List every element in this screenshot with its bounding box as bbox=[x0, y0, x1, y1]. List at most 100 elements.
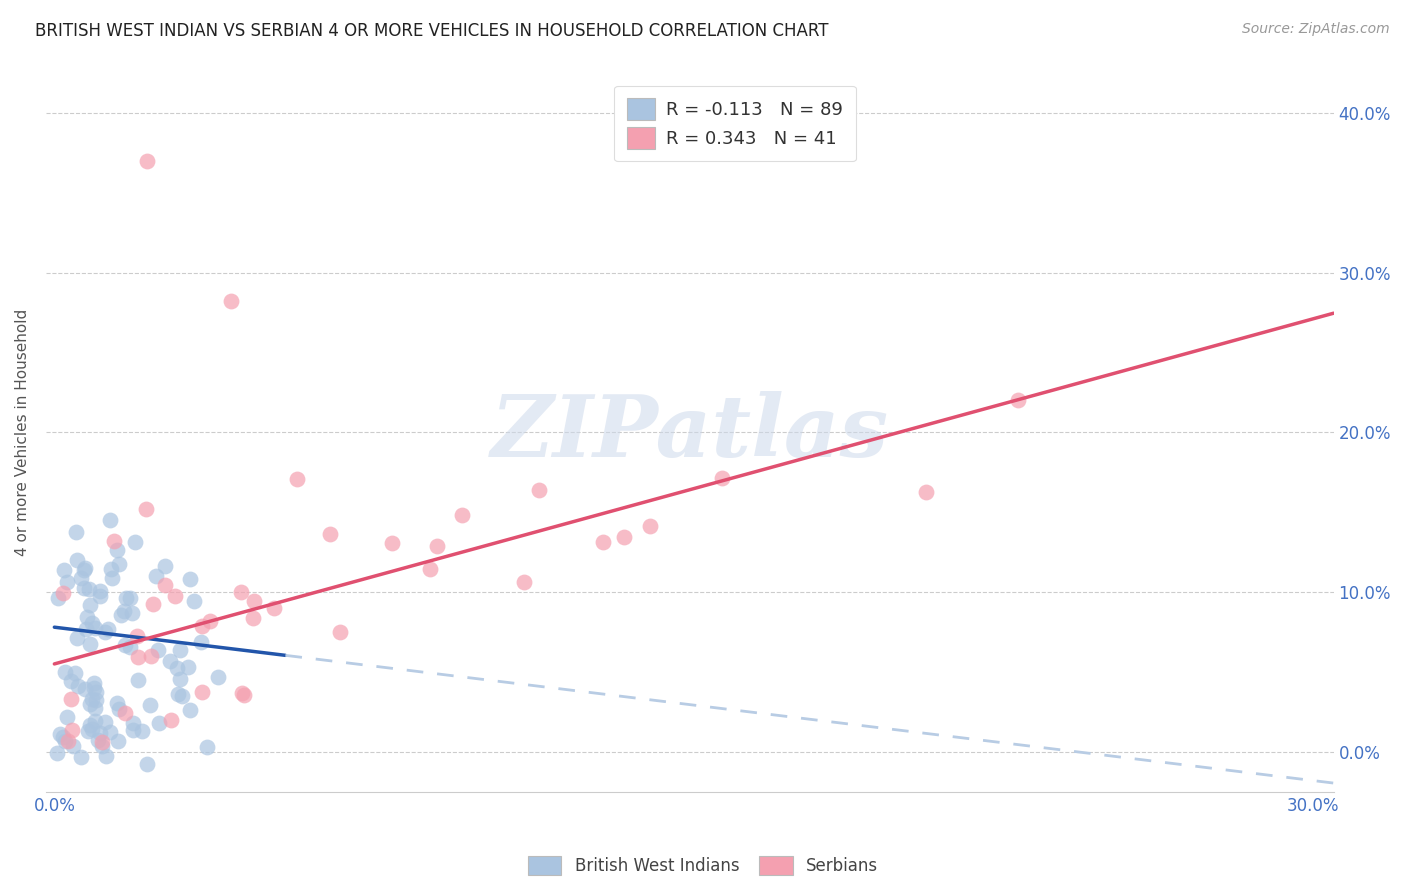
Point bbox=[613, 530, 636, 544]
Point bbox=[80, 722, 103, 736]
Point bbox=[263, 601, 285, 615]
Point bbox=[381, 536, 404, 550]
Point bbox=[52, 586, 75, 600]
Point bbox=[1007, 393, 1029, 408]
Legend: R = -0.113   N = 89, R = 0.343   N = 41: R = -0.113 N = 89, R = 0.343 N = 41 bbox=[614, 86, 856, 161]
Point bbox=[91, 735, 114, 749]
Point bbox=[285, 472, 308, 486]
Point bbox=[527, 483, 550, 498]
Point bbox=[592, 535, 614, 549]
Point bbox=[242, 611, 264, 625]
Point bbox=[107, 697, 129, 711]
Point bbox=[62, 723, 84, 737]
Point bbox=[94, 715, 117, 730]
Point bbox=[148, 716, 170, 731]
Point bbox=[127, 649, 149, 664]
Point bbox=[84, 714, 107, 728]
Point bbox=[179, 703, 201, 717]
Point bbox=[101, 571, 124, 585]
Point bbox=[127, 673, 149, 687]
Legend: British West Indians, Serbians: British West Indians, Serbians bbox=[522, 849, 884, 882]
Point bbox=[120, 591, 142, 605]
Point bbox=[66, 553, 89, 567]
Point bbox=[135, 502, 157, 516]
Point bbox=[100, 562, 122, 576]
Text: ZIPatlas: ZIPatlas bbox=[491, 391, 889, 474]
Point bbox=[233, 688, 256, 702]
Point bbox=[243, 594, 266, 608]
Point bbox=[93, 624, 115, 639]
Point bbox=[512, 575, 534, 590]
Point bbox=[114, 706, 136, 720]
Point bbox=[191, 619, 214, 633]
Point bbox=[112, 604, 135, 618]
Point bbox=[142, 597, 165, 611]
Point bbox=[160, 714, 183, 728]
Point bbox=[179, 573, 201, 587]
Point bbox=[914, 485, 936, 500]
Point bbox=[49, 727, 72, 741]
Point bbox=[121, 715, 143, 730]
Point bbox=[711, 471, 734, 485]
Point bbox=[79, 637, 101, 651]
Point bbox=[83, 621, 105, 635]
Point bbox=[46, 591, 69, 605]
Point bbox=[82, 692, 104, 706]
Point bbox=[79, 698, 101, 712]
Point bbox=[191, 685, 214, 699]
Point bbox=[89, 583, 111, 598]
Point bbox=[75, 561, 97, 575]
Point bbox=[159, 655, 181, 669]
Point bbox=[83, 700, 105, 714]
Point bbox=[56, 574, 79, 589]
Point bbox=[87, 733, 110, 747]
Point bbox=[76, 609, 98, 624]
Point bbox=[70, 571, 93, 585]
Point bbox=[163, 589, 186, 603]
Point bbox=[84, 693, 107, 707]
Point bbox=[131, 724, 153, 739]
Point bbox=[145, 568, 167, 582]
Point bbox=[136, 756, 159, 771]
Point bbox=[200, 615, 222, 629]
Point bbox=[79, 598, 101, 612]
Point bbox=[98, 725, 121, 739]
Point bbox=[96, 749, 118, 764]
Point bbox=[122, 723, 145, 738]
Point bbox=[169, 643, 191, 657]
Point bbox=[107, 733, 129, 747]
Point bbox=[83, 676, 105, 690]
Point bbox=[183, 594, 205, 608]
Point bbox=[146, 643, 169, 657]
Point bbox=[89, 589, 111, 603]
Point bbox=[97, 622, 120, 636]
Point bbox=[84, 684, 107, 698]
Point bbox=[65, 525, 87, 540]
Point bbox=[77, 582, 100, 596]
Point bbox=[107, 557, 129, 571]
Point bbox=[328, 625, 350, 640]
Point bbox=[319, 527, 342, 541]
Text: Source: ZipAtlas.com: Source: ZipAtlas.com bbox=[1241, 22, 1389, 37]
Point bbox=[167, 688, 190, 702]
Point bbox=[118, 640, 141, 655]
Point bbox=[53, 734, 76, 748]
Point bbox=[231, 686, 253, 700]
Point bbox=[190, 635, 212, 649]
Point bbox=[70, 750, 93, 764]
Point bbox=[105, 543, 128, 558]
Point bbox=[169, 673, 191, 687]
Point bbox=[66, 632, 89, 646]
Point bbox=[98, 513, 121, 527]
Point bbox=[59, 692, 82, 706]
Point bbox=[135, 153, 157, 168]
Point bbox=[139, 648, 162, 663]
Point bbox=[83, 681, 105, 695]
Point bbox=[138, 698, 160, 713]
Point bbox=[153, 578, 176, 592]
Point bbox=[219, 294, 242, 309]
Point bbox=[75, 622, 97, 636]
Point bbox=[91, 739, 114, 754]
Point bbox=[67, 679, 90, 693]
Point bbox=[73, 581, 96, 595]
